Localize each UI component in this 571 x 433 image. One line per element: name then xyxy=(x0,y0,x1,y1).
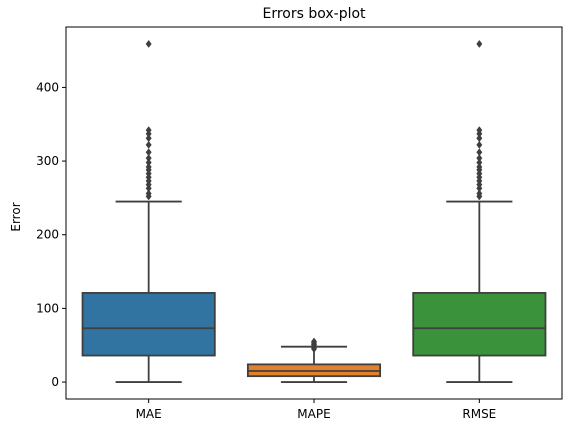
rmse-outlier-15 xyxy=(476,126,483,135)
mae-outlier-16 xyxy=(145,39,152,48)
plot-frame xyxy=(65,26,563,400)
y-tick-label-100: 100 xyxy=(36,301,59,315)
mae-outlier-9 xyxy=(145,158,152,167)
rmse-outlier-1 xyxy=(476,189,483,198)
mae-outlier-13 xyxy=(145,134,152,143)
y-axis-title: Error xyxy=(9,202,23,231)
rmse-outlier-9 xyxy=(476,158,483,167)
y-tick-label-400: 400 xyxy=(36,80,59,94)
chart-title: Errors box-plot xyxy=(262,6,366,22)
rmse-box xyxy=(412,292,547,357)
mae-outlier-12 xyxy=(145,140,152,149)
mae-outlier-1 xyxy=(145,189,152,198)
mae-outlier-8 xyxy=(145,162,152,171)
rmse-outlier-10 xyxy=(476,154,483,163)
rmse-outlier-13 xyxy=(476,134,483,143)
rmse-outlier-12 xyxy=(476,140,483,149)
mae-outlier-15 xyxy=(145,126,152,135)
x-tick-label-mape: MAPE xyxy=(297,407,330,421)
rmse-outlier-16 xyxy=(476,39,483,48)
x-tick-label-rmse: RMSE xyxy=(462,407,496,421)
mae-box xyxy=(81,292,216,357)
plot-area: 0 100 200 300 400 MAE MAPE RMSE xyxy=(36,39,547,421)
y-tick-label-0: 0 xyxy=(51,375,59,389)
mape-outlier-5 xyxy=(310,337,318,346)
y-tick-label-300: 300 xyxy=(36,154,59,168)
rmse-outlier-11 xyxy=(476,148,483,157)
x-tick-label-mae: MAE xyxy=(136,407,162,421)
mae-outlier-11 xyxy=(145,148,152,157)
rmse-outlier-8 xyxy=(476,162,483,171)
y-tick-label-200: 200 xyxy=(36,228,59,242)
mae-outlier-10 xyxy=(145,154,152,163)
